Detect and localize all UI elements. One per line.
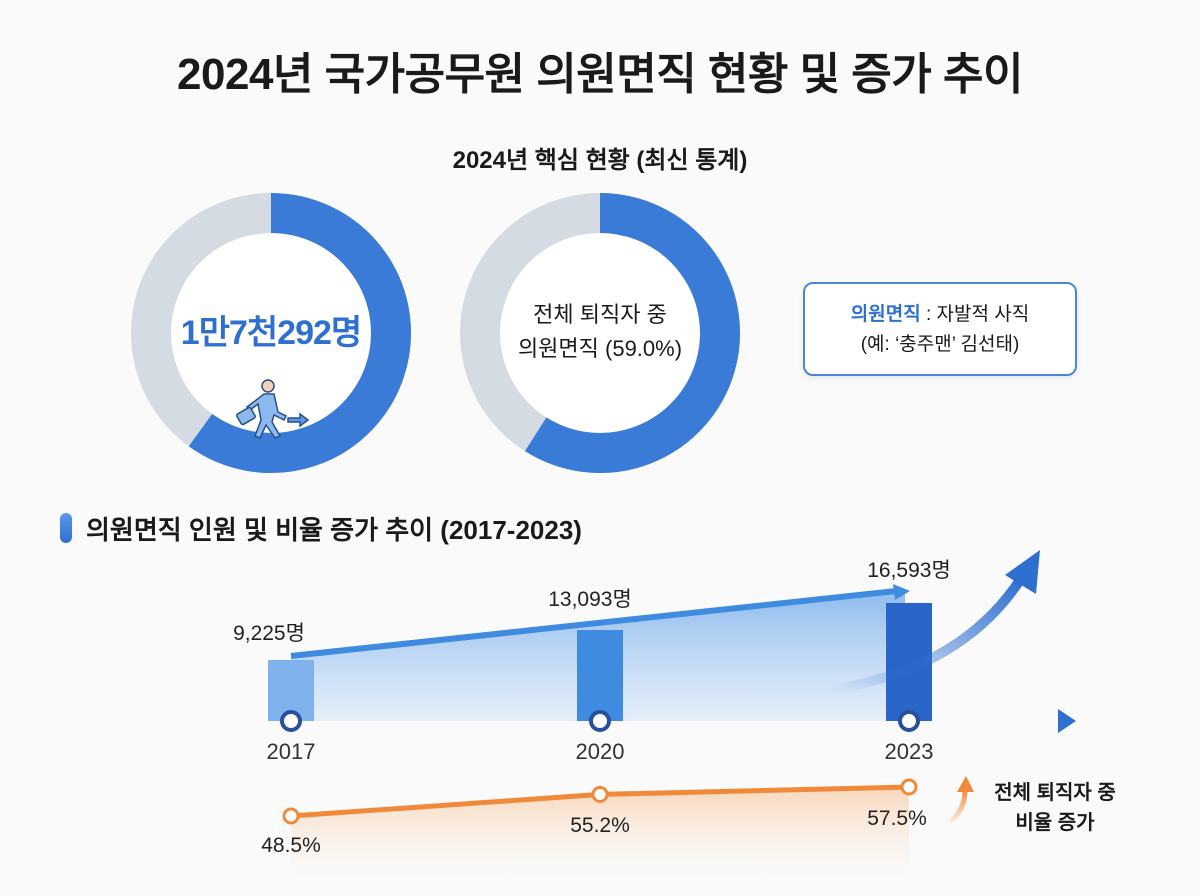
person-leaving-with-briefcase-icon bbox=[236, 379, 310, 439]
count-chart bbox=[128, 550, 1076, 880]
definition-note: 의원면직 : 자발적 사직 (예: ‘충주맨’ 김선태) bbox=[803, 282, 1077, 376]
year-label: 2023 bbox=[884, 739, 934, 764]
ratio-up-arrow bbox=[948, 789, 968, 824]
count-label: 13,093명 bbox=[548, 588, 632, 612]
ratio-point-2023 bbox=[900, 778, 918, 796]
axis-point-2017 bbox=[280, 710, 302, 732]
ratio-line2: 의원면직 (59.0%) bbox=[517, 336, 683, 361]
growth-curve-arrow bbox=[829, 577, 1025, 695]
donut-ratio bbox=[460, 193, 741, 473]
trend-line bbox=[290, 587, 897, 659]
summary-heading: 2024년 핵심 현황 (최신 통계) bbox=[452, 147, 748, 174]
ratio-note-line1: 전체 퇴직자 중 bbox=[994, 782, 1116, 804]
chart-title: 의원면직 인원 및 비율 증가 추이 (2017-2023) bbox=[86, 515, 582, 545]
growth-arrowhead bbox=[1005, 550, 1040, 594]
x-axis-arrow bbox=[1058, 709, 1076, 733]
axis-point-2023 bbox=[898, 710, 920, 732]
bar-2020 bbox=[577, 630, 623, 721]
year-label: 2020 bbox=[575, 739, 625, 764]
count-label: 16,593명 bbox=[867, 558, 951, 582]
ratio-up-arrowhead bbox=[957, 776, 974, 792]
total-count: 1만7천292명 bbox=[180, 314, 362, 352]
axis-point-2020 bbox=[589, 710, 611, 732]
note-term: 의원면직 bbox=[850, 304, 921, 325]
ratio-line1: 전체 퇴직자 중 bbox=[533, 302, 667, 327]
count-label: 9,225명 bbox=[233, 621, 305, 645]
donut-ratio-arc bbox=[525, 193, 741, 473]
year-label: 2017 bbox=[266, 739, 316, 764]
donut-total bbox=[131, 193, 411, 473]
ratio-area bbox=[291, 787, 909, 880]
note-example: (예: ‘충주맨’ 김선태) bbox=[860, 334, 1020, 355]
ratio-text: 전체 퇴직자 중 의원면직 (59.0%) bbox=[480, 298, 720, 366]
ratio-label: 48.5% bbox=[261, 834, 321, 857]
ratio-note-line2: 비율 증가 bbox=[1015, 812, 1095, 834]
note-definition: : 자발적 사직 bbox=[920, 304, 1030, 325]
donut-total-arc bbox=[188, 193, 411, 473]
section-marker bbox=[60, 513, 72, 543]
ratio-point-2020 bbox=[591, 785, 609, 803]
page-title: 2024년 국가공무원 의원면직 현황 및 증가 추이 bbox=[177, 50, 1023, 99]
ratio-note: 전체 퇴직자 중 비율 증가 bbox=[985, 778, 1125, 838]
trend-arrowhead bbox=[893, 583, 910, 600]
ratio-label: 55.2% bbox=[570, 814, 630, 838]
ratio-label: 57.5% bbox=[867, 807, 927, 831]
ratio-point-2017 bbox=[282, 807, 300, 825]
